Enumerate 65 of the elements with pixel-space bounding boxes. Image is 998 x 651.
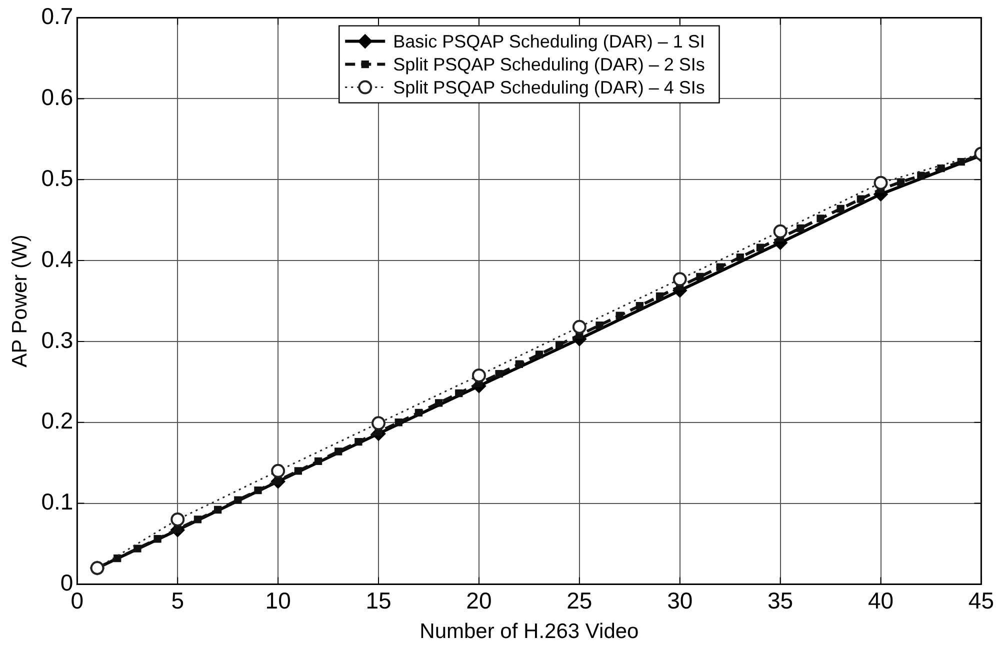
y-tick-label: 0.2: [41, 408, 74, 434]
legend-label: Basic PSQAP Scheduling (DAR) – 1 SI: [393, 31, 705, 52]
point: [515, 360, 523, 368]
point: [796, 224, 804, 232]
x-tick-label: 20: [466, 587, 492, 614]
point: [856, 195, 864, 203]
x-tick-label: 40: [868, 587, 894, 614]
point: [937, 164, 945, 172]
point: [170, 512, 185, 526]
x-tick-label: 25: [566, 587, 592, 614]
point: [372, 416, 386, 430]
legend-label: Split PSQAP Scheduling (DAR) – 2 SIs: [393, 54, 705, 74]
point: [154, 535, 162, 543]
point: [596, 321, 604, 330]
point: [495, 370, 503, 378]
point: [816, 214, 824, 222]
point: [535, 350, 544, 358]
legend-label: Split PSQAP Scheduling (DAR) – 4 SIs: [393, 77, 705, 98]
x-tick-label: 5: [171, 587, 184, 614]
point: [314, 457, 322, 466]
point: [254, 486, 262, 494]
y-axis-title: AP Power (W): [8, 234, 32, 368]
point: [114, 554, 122, 562]
y-tick-label: 0.3: [41, 326, 74, 353]
y-tick-label: 0.1: [41, 488, 74, 515]
point: [572, 320, 586, 334]
point: [672, 272, 687, 286]
point: [334, 448, 342, 456]
x-axis-title: Number of H.263 Video: [420, 620, 639, 644]
point: [394, 418, 402, 426]
point: [736, 253, 744, 262]
point: [555, 340, 564, 349]
point: [472, 368, 486, 382]
point: [271, 464, 286, 478]
point: [773, 224, 788, 238]
x-tick-label: 45: [968, 587, 994, 614]
point: [354, 438, 362, 446]
x-tick-label: 10: [265, 587, 291, 614]
point: [414, 408, 423, 416]
point: [836, 204, 844, 213]
point: [434, 399, 443, 407]
y-tick-label: 0.7: [41, 3, 74, 30]
point: [656, 292, 664, 300]
point: [194, 516, 202, 524]
point: [134, 544, 142, 552]
x-tick-label: 35: [768, 587, 794, 614]
point: [455, 389, 463, 398]
x-tick-label: 15: [366, 587, 392, 614]
point: [214, 506, 222, 514]
point: [917, 172, 925, 180]
point: [897, 178, 905, 186]
point: [716, 263, 724, 271]
y-tick-label: 0.4: [41, 246, 74, 272]
point: [696, 272, 704, 281]
point: [957, 158, 965, 166]
point: [636, 302, 644, 310]
point: [874, 176, 888, 190]
point: [756, 244, 764, 252]
point: [234, 496, 242, 504]
point: [294, 467, 302, 475]
y-tick-label: 0.6: [41, 84, 74, 110]
x-tick-label: 30: [667, 587, 693, 614]
point: [616, 312, 624, 320]
y-tick-label: 0.5: [41, 164, 74, 191]
y-tick-label: 0: [60, 570, 74, 596]
